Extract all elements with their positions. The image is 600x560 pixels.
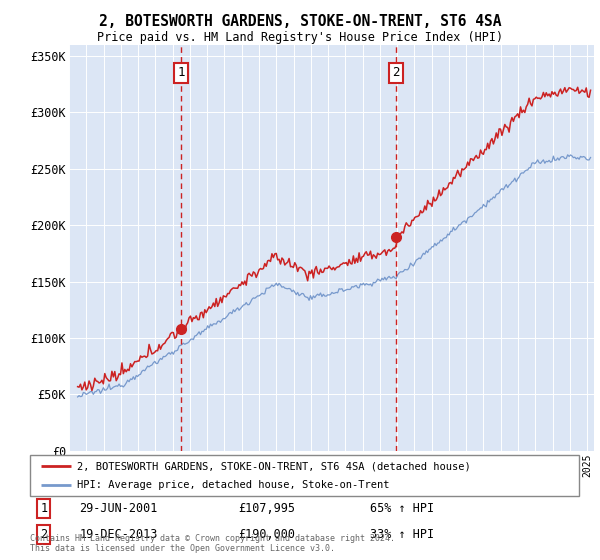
Text: 29-JUN-2001: 29-JUN-2001 (79, 502, 158, 515)
Text: 19-DEC-2013: 19-DEC-2013 (79, 528, 158, 540)
Text: Contains HM Land Registry data © Crown copyright and database right 2024.
This d: Contains HM Land Registry data © Crown c… (30, 534, 395, 553)
Text: Price paid vs. HM Land Registry's House Price Index (HPI): Price paid vs. HM Land Registry's House … (97, 31, 503, 44)
Text: 2: 2 (392, 67, 400, 80)
Text: 65% ↑ HPI: 65% ↑ HPI (370, 502, 434, 515)
Text: 2: 2 (40, 528, 47, 540)
Text: 2, BOTESWORTH GARDENS, STOKE-ON-TRENT, ST6 4SA (detached house): 2, BOTESWORTH GARDENS, STOKE-ON-TRENT, S… (77, 461, 470, 471)
Text: 1: 1 (178, 67, 185, 80)
Text: HPI: Average price, detached house, Stoke-on-Trent: HPI: Average price, detached house, Stok… (77, 480, 389, 489)
Text: 2, BOTESWORTH GARDENS, STOKE-ON-TRENT, ST6 4SA: 2, BOTESWORTH GARDENS, STOKE-ON-TRENT, S… (99, 14, 501, 29)
Text: 1: 1 (40, 502, 47, 515)
Text: 33% ↑ HPI: 33% ↑ HPI (370, 528, 434, 540)
Text: £190,000: £190,000 (239, 528, 296, 540)
Text: £107,995: £107,995 (239, 502, 296, 515)
